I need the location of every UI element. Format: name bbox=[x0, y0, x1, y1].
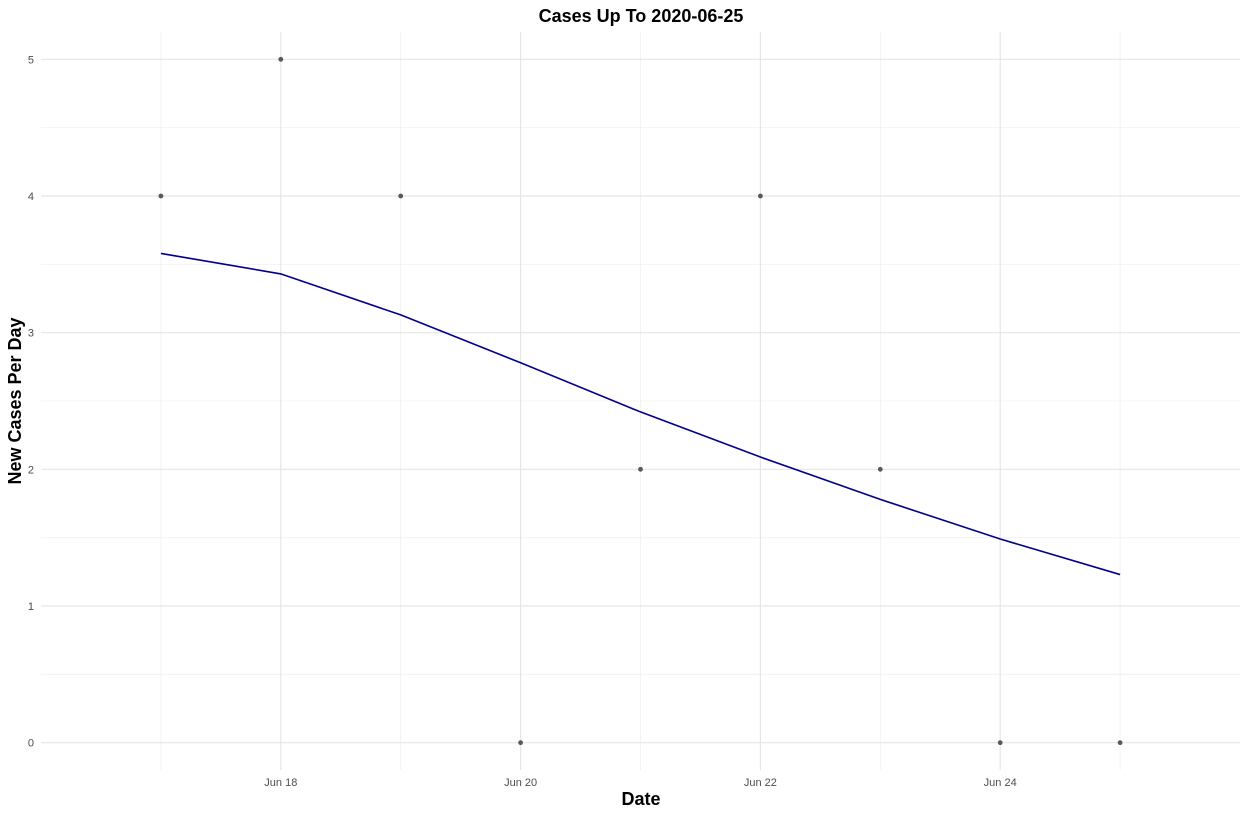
trend-line-layer bbox=[160, 252, 1121, 576]
data-point bbox=[638, 466, 643, 472]
x-tick-label: Jun 24 bbox=[984, 777, 1017, 789]
x-axis-title: Date bbox=[621, 789, 660, 809]
trend-line bbox=[160, 252, 1121, 576]
chart-title: Cases Up To 2020-06-25 bbox=[539, 6, 744, 26]
y-tick-label: 5 bbox=[28, 54, 34, 66]
data-point bbox=[398, 193, 404, 199]
data-point bbox=[518, 740, 523, 746]
y-tick-labels: 0 1 2 3 4 5 bbox=[28, 54, 34, 749]
x-tick-label: Jun 22 bbox=[744, 777, 777, 789]
y-tick-label: 4 bbox=[28, 191, 34, 203]
y-tick-label: 0 bbox=[28, 738, 34, 750]
data-point bbox=[877, 466, 883, 472]
y-tick-label: 1 bbox=[28, 601, 34, 613]
data-point bbox=[1117, 740, 1123, 746]
data-points bbox=[158, 56, 1123, 746]
y-tick-label: 3 bbox=[28, 328, 34, 340]
grid bbox=[41, 32, 1240, 770]
y-tick-label: 2 bbox=[28, 464, 34, 476]
x-tick-label: Jun 20 bbox=[504, 777, 537, 789]
data-point bbox=[758, 193, 763, 199]
y-axis-title: New Cases Per Day bbox=[5, 317, 25, 484]
data-point bbox=[997, 740, 1003, 746]
x-tick-labels: Jun 18 Jun 20 Jun 22 Jun 24 bbox=[264, 777, 1016, 789]
data-point bbox=[278, 56, 284, 62]
x-tick-label: Jun 18 bbox=[264, 777, 297, 789]
data-point bbox=[158, 193, 164, 199]
